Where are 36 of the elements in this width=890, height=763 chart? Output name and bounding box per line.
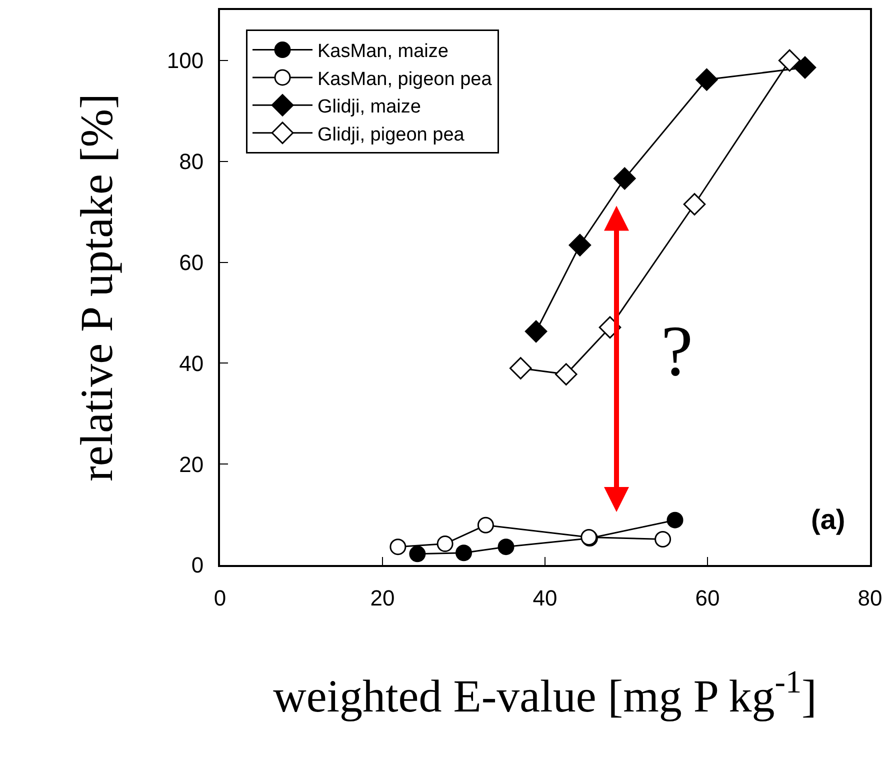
- x-tick-label: 0: [214, 585, 226, 610]
- y-tick-label: 0: [191, 552, 204, 578]
- point: [794, 56, 816, 79]
- point: [456, 544, 472, 562]
- x-tick-label: 40: [532, 585, 558, 610]
- x-tick-label: 80: [858, 585, 882, 610]
- y-tick-label: 20: [179, 452, 204, 477]
- legend-label: KasMan, maize: [318, 41, 448, 62]
- annotation: ?: [661, 311, 693, 391]
- point: [409, 546, 426, 562]
- point: [666, 512, 684, 528]
- point: [554, 363, 578, 386]
- y-tick-label: 100: [166, 48, 204, 74]
- y-axis-title: relative P uptake [%]: [70, 94, 122, 482]
- x-tick-label: 20: [370, 585, 395, 610]
- point: [477, 516, 494, 534]
- point: [498, 538, 514, 556]
- legend-label: KasMan, pigeon pea: [318, 68, 492, 90]
- point: [654, 531, 672, 548]
- point: [613, 167, 636, 190]
- y-tick-label: 40: [179, 350, 204, 376]
- legend-label: Glidji, maize: [318, 96, 421, 118]
- annotation: (a): [811, 504, 846, 535]
- point: [696, 68, 718, 91]
- point: [509, 357, 532, 380]
- point: [778, 49, 801, 72]
- point: [524, 320, 548, 343]
- point: [436, 536, 454, 552]
- x-axis-title: weighted E-value [mg P kg$^{-1}$]: [273, 663, 817, 722]
- point: [568, 234, 592, 256]
- point: [390, 538, 406, 556]
- point: [683, 193, 706, 216]
- x-tick-label: 60: [695, 585, 720, 610]
- y-tick-label: 60: [179, 250, 204, 275]
- legend-label: Glidji, pigeon pea: [318, 124, 465, 146]
- y-tick-label: 80: [179, 149, 204, 174]
